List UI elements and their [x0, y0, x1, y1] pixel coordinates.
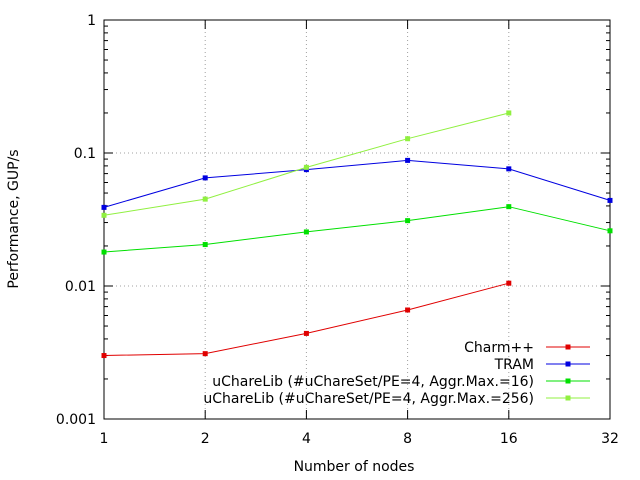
- data-point: [303, 330, 309, 336]
- legend-marker: [565, 344, 571, 350]
- data-point: [405, 218, 411, 224]
- legend-label: Charm++: [464, 340, 534, 356]
- data-point: [202, 196, 208, 202]
- y-axis-label: Performance, GUP/s: [6, 149, 22, 288]
- series-line: [103, 159, 611, 208]
- data-point: [506, 204, 512, 210]
- legend-marker: [565, 395, 571, 401]
- series-line: [103, 206, 611, 253]
- data-point: [607, 228, 613, 234]
- y-tick-label: 0.1: [74, 146, 96, 162]
- legend-label: uChareLib (#uChareSet/PE=4, Aggr.Max.=25…: [203, 391, 534, 407]
- x-tick-label: 8: [403, 431, 412, 447]
- y-tick-label: 0.001: [56, 412, 96, 428]
- data-point: [303, 164, 309, 170]
- x-axis-label: Number of nodes: [294, 459, 415, 475]
- x-tick-label: 1: [100, 431, 109, 447]
- y-tick-label: 0.01: [65, 279, 96, 295]
- data-point: [202, 175, 208, 181]
- data-point: [202, 351, 208, 357]
- data-point: [405, 157, 411, 163]
- legend-marker: [565, 361, 571, 367]
- legend-label: TRAM: [494, 357, 534, 373]
- data-point: [506, 280, 512, 286]
- legend-label: uChareLib (#uChareSet/PE=4, Aggr.Max.=16…: [212, 374, 534, 390]
- y-tick-label: 1: [87, 13, 96, 29]
- data-point: [607, 197, 613, 203]
- x-tick-label: 2: [201, 431, 210, 447]
- grid-lines: [104, 20, 610, 419]
- axis-ticks: 1 2 4 8 16 32 0.001 0.01 0.1 1: [56, 13, 619, 447]
- plot-frame: [103, 19, 611, 420]
- x-tick-label: 32: [601, 431, 619, 447]
- data-point: [506, 166, 512, 172]
- series-group: [101, 110, 613, 359]
- data-point: [101, 249, 107, 255]
- x-tick-label: 16: [500, 431, 518, 447]
- data-point: [303, 229, 309, 235]
- data-point: [506, 110, 512, 116]
- data-point: [101, 353, 107, 359]
- data-point: [405, 307, 411, 313]
- data-point: [101, 212, 107, 218]
- data-point: [101, 204, 107, 210]
- data-point: [202, 242, 208, 248]
- legend-marker: [565, 378, 571, 384]
- data-point: [405, 136, 411, 142]
- x-tick-label: 4: [302, 431, 311, 447]
